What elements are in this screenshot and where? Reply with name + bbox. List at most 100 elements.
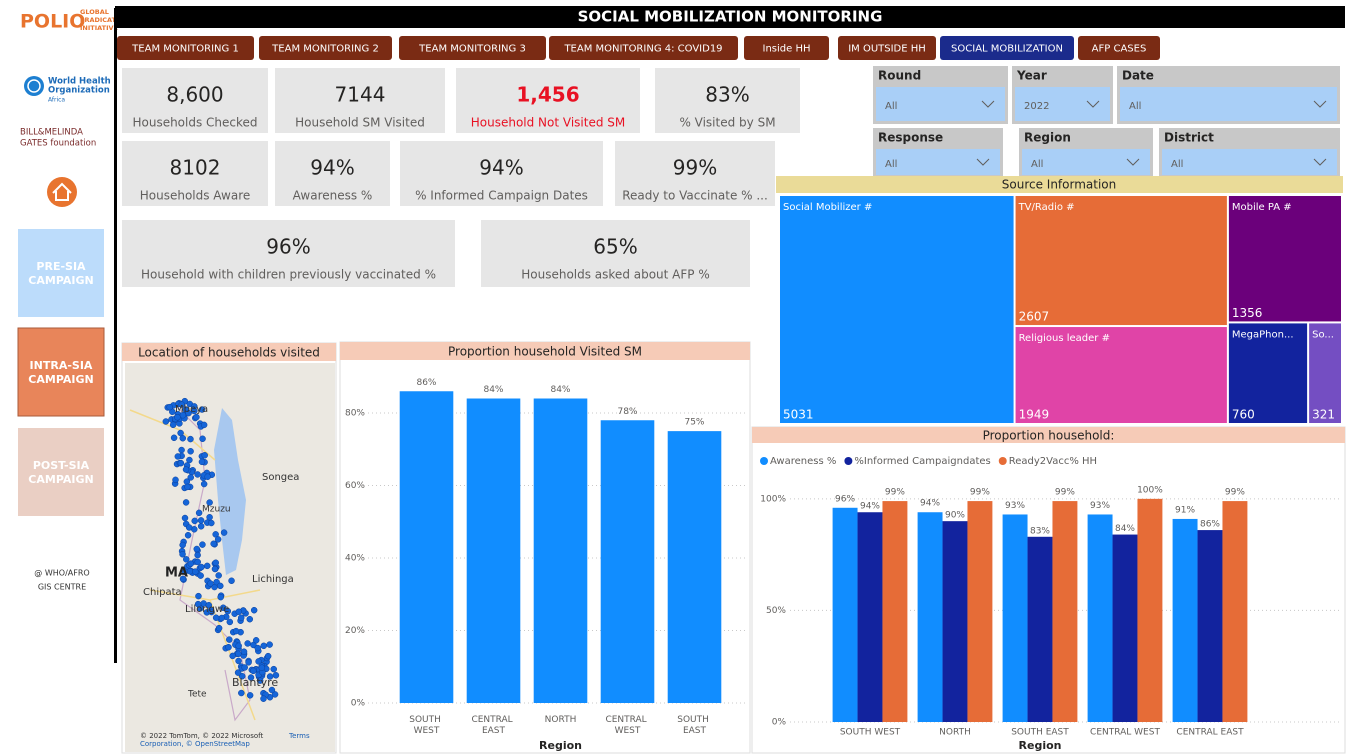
value-label: 94% <box>920 499 940 509</box>
map-point <box>201 481 207 487</box>
value-label: 91% <box>1175 505 1195 515</box>
map-point <box>183 556 189 562</box>
map-point <box>215 536 221 542</box>
who-text: Organization <box>48 86 110 96</box>
kpi-label: % Visited by SM <box>679 116 775 130</box>
x-tick-label: NORTH <box>939 728 971 738</box>
treemap-value: 1356 <box>1232 306 1263 320</box>
map-point <box>194 546 200 552</box>
campaign-button[interactable] <box>18 229 104 317</box>
who-emblem <box>24 76 44 96</box>
map-point <box>187 436 193 442</box>
y-tick-label: 100% <box>760 494 786 504</box>
treemap-value: 2607 <box>1019 310 1050 324</box>
tab-label: SOCIAL MOBILIZATION <box>951 44 1063 55</box>
value-label: 84% <box>1115 524 1135 534</box>
kpi-value: 99% <box>673 156 717 180</box>
kpi-value: 83% <box>705 83 749 107</box>
chart-title: Proportion household Visited SM <box>448 345 642 359</box>
bar <box>1222 501 1247 722</box>
tab-label: TEAM MONITORING 3 <box>418 44 526 55</box>
map-point <box>200 436 206 442</box>
map-point <box>227 619 233 625</box>
tab-label: AFP CASES <box>1092 44 1147 55</box>
map-point <box>186 457 192 463</box>
map-point <box>216 625 222 631</box>
gates-text: BILL&MELINDA <box>20 128 83 138</box>
map-point <box>174 414 180 420</box>
value-label: 96% <box>835 494 855 504</box>
filter-dropdown[interactable] <box>1120 87 1337 121</box>
map-point <box>218 594 224 600</box>
map-point <box>260 696 266 702</box>
map-point <box>229 578 235 584</box>
y-tick-label: 50% <box>766 606 786 616</box>
value-label: 94% <box>860 502 880 512</box>
map-point <box>170 422 176 428</box>
map-place: Tete <box>187 690 207 700</box>
map-point <box>205 474 211 480</box>
value-label: 83% <box>1030 526 1050 536</box>
map-point <box>230 653 236 659</box>
chart-title: Proportion household: <box>983 429 1115 443</box>
campaign-button-label: POST-SIA <box>33 459 90 472</box>
campaign-button-label: CAMPAIGN <box>28 274 93 287</box>
map-point <box>251 607 257 613</box>
map-point <box>195 593 201 599</box>
map-point <box>217 583 223 589</box>
map-point <box>198 573 204 579</box>
filter-value: All <box>1171 159 1183 170</box>
filter-dropdown[interactable] <box>1162 149 1337 175</box>
filter-label: Year <box>1016 69 1047 83</box>
chart-title: Source Information <box>1002 178 1117 192</box>
map-point <box>207 580 213 586</box>
map-place: Lilongwe <box>185 604 229 615</box>
y-tick-label: 40% <box>345 554 365 564</box>
map-point <box>192 518 198 524</box>
map-point <box>175 453 181 459</box>
legend-marker <box>760 457 768 465</box>
filter-value: All <box>885 159 897 170</box>
map-point <box>216 572 222 578</box>
bar <box>601 420 655 703</box>
map-point <box>241 649 247 655</box>
y-tick-label: 80% <box>345 409 365 419</box>
map-point <box>188 448 194 454</box>
gates-text: GATES foundation <box>20 139 96 149</box>
y-tick-label: 0% <box>351 699 366 709</box>
value-label: 99% <box>970 488 990 498</box>
filter-value: All <box>885 101 897 112</box>
dashboard: POLIOGLOBALERADICATIONINITIATIVEWorld He… <box>0 0 1351 755</box>
x-tick-label: NORTH <box>545 715 577 725</box>
value-label: 86% <box>416 378 436 388</box>
polio-text: INITIATIVE <box>80 24 118 32</box>
map-place: MA <box>165 566 188 581</box>
kpi-label: Awareness % <box>293 189 373 203</box>
value-label: 93% <box>1090 501 1110 511</box>
campaign-button[interactable] <box>18 328 104 416</box>
map-point <box>182 515 188 521</box>
bar <box>1003 514 1028 722</box>
bar <box>943 521 968 722</box>
campaign-button[interactable] <box>18 428 104 516</box>
bar <box>467 399 521 704</box>
map-point <box>163 418 169 424</box>
map-point <box>236 658 242 664</box>
map-point <box>255 645 261 651</box>
tab-label: TEAM MONITORING 2 <box>271 44 379 55</box>
treemap-label: TV/Radio # <box>1018 202 1075 213</box>
campaign-button-label: PRE-SIA <box>36 260 86 273</box>
y-tick-label: 0% <box>772 718 787 728</box>
filter-label: District <box>1164 131 1214 145</box>
map-place: Mbeya <box>175 404 208 415</box>
tab-label: IM OUTSIDE HH <box>848 44 926 55</box>
home-icon[interactable] <box>47 177 77 207</box>
map-point <box>180 542 186 548</box>
map-point <box>211 541 217 547</box>
x-axis-label: Region <box>1019 739 1062 752</box>
x-axis-label: Region <box>539 739 582 752</box>
filter-label: Date <box>1122 69 1154 83</box>
bar <box>967 501 992 722</box>
map-point <box>178 430 184 436</box>
filter-value: 2022 <box>1024 101 1049 112</box>
